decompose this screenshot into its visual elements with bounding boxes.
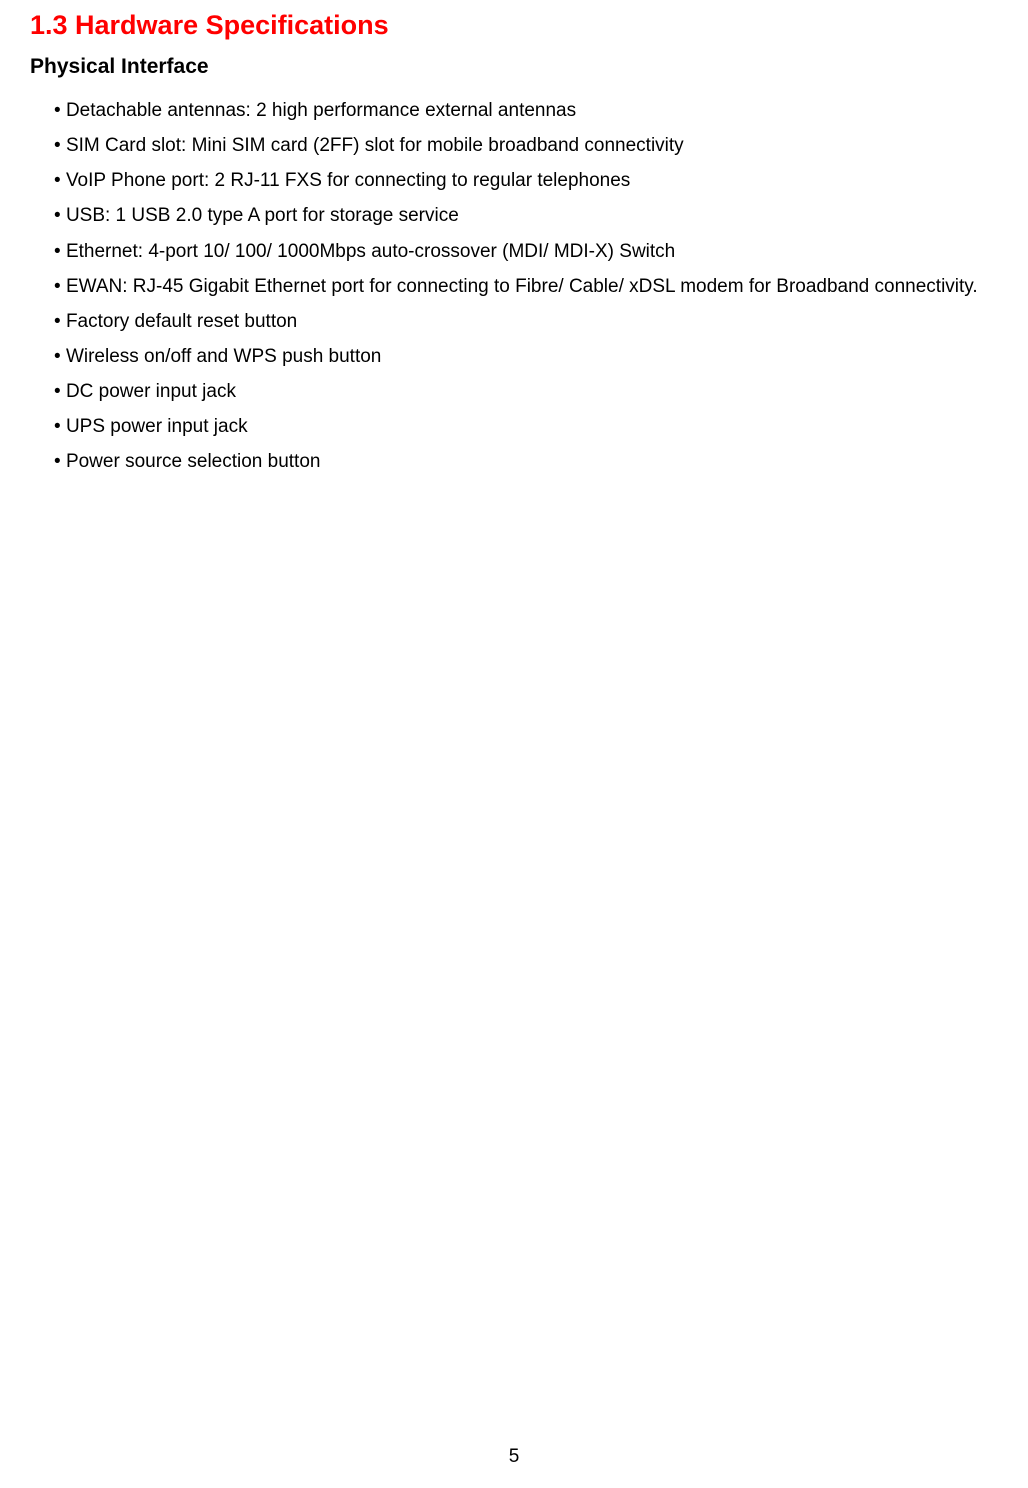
list-item: Wireless on/off and WPS push button	[54, 339, 998, 374]
list-item: Factory default reset button	[54, 304, 998, 339]
list-item: VoIP Phone port: 2 RJ-11 FXS for connect…	[54, 163, 998, 198]
spec-list: Detachable antennas: 2 high performance …	[30, 93, 998, 480]
list-item: UPS power input jack	[54, 409, 998, 444]
list-item: Ethernet: 4-port 10/ 100/ 1000Mbps auto-…	[54, 234, 998, 269]
list-item: Power source selection button	[54, 444, 998, 479]
section-heading: 1.3 Hardware Specifications	[30, 10, 998, 41]
list-item: Detachable antennas: 2 high performance …	[54, 93, 998, 128]
list-item: USB: 1 USB 2.0 type A port for storage s…	[54, 198, 998, 233]
list-item: SIM Card slot: Mini SIM card (2FF) slot …	[54, 128, 998, 163]
list-item: DC power input jack	[54, 374, 998, 409]
list-item: EWAN: RJ-45 Gigabit Ethernet port for co…	[54, 269, 998, 304]
page-number: 5	[509, 1446, 520, 1468]
subsection-heading: Physical Interface	[30, 55, 998, 79]
